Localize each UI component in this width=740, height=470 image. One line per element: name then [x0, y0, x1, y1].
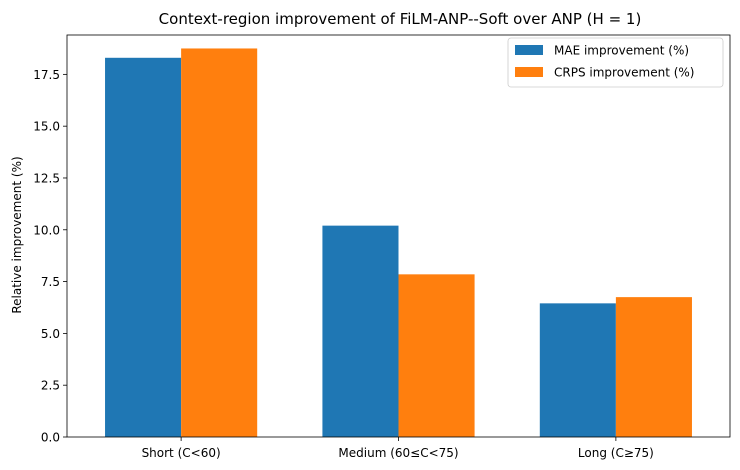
y-tick-label: 7.5: [41, 275, 60, 289]
legend: MAE improvement (%) CRPS improvement (%): [507, 37, 724, 88]
legend-label: CRPS improvement (%): [554, 66, 694, 80]
y-tick-label: 10.0: [33, 223, 60, 237]
x-tick-label: Medium (60≤C<75): [338, 446, 458, 460]
y-tick-label: 12.5: [33, 171, 60, 185]
bar-s1-c1: [398, 274, 475, 437]
y-tick-label: 17.5: [33, 68, 60, 82]
x-tick-label: Short (C<60): [142, 446, 221, 460]
x-tick-label: Long (C≥75): [578, 446, 654, 460]
legend-swatch: [515, 67, 543, 77]
legend-box: [507, 37, 724, 88]
y-tick-label: 15.0: [33, 120, 60, 134]
legend-label: MAE improvement (%): [554, 44, 689, 58]
bar-s0-c2: [539, 303, 616, 437]
bar-s0-c1: [322, 225, 399, 437]
y-tick-label: 5.0: [41, 327, 60, 341]
bar-s1-c2: [615, 297, 692, 437]
y-axis-label: Relative improvement (%): [10, 156, 24, 313]
bar-s1-c0: [181, 48, 258, 437]
chart-title: Context-region improvement of FiLM-ANP--…: [159, 10, 642, 28]
y-tick-label: 2.5: [41, 379, 60, 393]
bar-s0-c0: [105, 57, 182, 437]
plot-area: 0.0 2.5 5.0 7.5 10.0 12.5 15.0 17.5 Short (C<60)…: [33, 34, 731, 460]
y-tick-label: 0.0: [41, 431, 60, 445]
legend-swatch: [515, 45, 543, 55]
